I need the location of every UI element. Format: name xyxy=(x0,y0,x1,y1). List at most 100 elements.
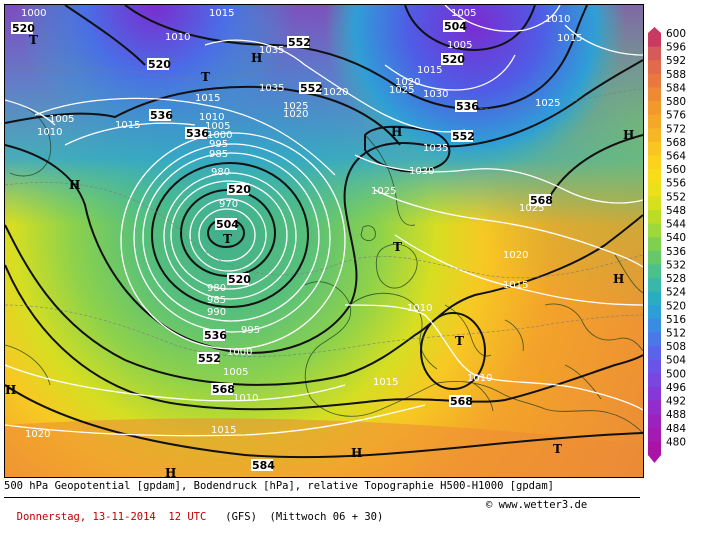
geopotential-label: 568 xyxy=(212,383,235,396)
geopotential-label: 520 xyxy=(148,58,171,71)
low-center-marker: T xyxy=(455,334,464,348)
legend-swatch xyxy=(648,128,661,143)
low-center-marker: T xyxy=(553,442,562,456)
pressure-label: 1015 xyxy=(115,120,140,131)
legend-tick-label: 600 xyxy=(666,28,686,40)
legend-swatch xyxy=(648,291,661,306)
legend-tick-label: 480 xyxy=(666,436,686,448)
pressure-label: 1010 xyxy=(199,112,224,123)
pressure-isobars xyxy=(5,5,643,437)
legend-swatch xyxy=(648,346,661,361)
pressure-label: 1020 xyxy=(25,429,50,440)
pressure-label: 985 xyxy=(207,295,226,306)
legend-swatch xyxy=(648,441,661,456)
legend-tick-label: 596 xyxy=(666,42,686,54)
legend-tick-label: 524 xyxy=(666,287,686,299)
legend-swatch xyxy=(648,427,661,442)
map-description: 500 hPa Geopotential [gpdam], Bodendruck… xyxy=(4,480,554,492)
legend-swatch xyxy=(648,60,661,75)
high-center-marker: H xyxy=(69,178,80,192)
pressure-label: 1025 xyxy=(535,98,560,109)
legend-tick-label: 560 xyxy=(666,164,686,176)
legend-tick-label: 528 xyxy=(666,273,686,285)
legend-tick-label: 532 xyxy=(666,259,686,271)
geopotential-label: 520 xyxy=(442,53,465,66)
low-center-marker: T xyxy=(223,232,232,246)
legend-swatch xyxy=(648,169,661,184)
legend-tick-label: 588 xyxy=(666,69,686,81)
pressure-label: 1015 xyxy=(557,33,582,44)
low-center-marker: T xyxy=(393,240,402,254)
geopotential-label: 568 xyxy=(450,395,473,408)
geopotential-labels: 520 520 520 520 520 552 536 536 536 536 … xyxy=(11,20,553,472)
pressure-label: 1005 xyxy=(451,8,476,19)
pressure-label: 1005 xyxy=(49,114,74,125)
legend-swatch xyxy=(648,250,661,265)
geopotential-label: 504 xyxy=(216,218,239,231)
pressure-label: 1010 xyxy=(233,393,258,404)
legend-top-arrow xyxy=(648,27,661,33)
pressure-label: 1005 xyxy=(205,121,230,132)
pressure-label: 1010 xyxy=(37,127,62,138)
forecast-date: Donnerstag, 13-11-2014 12 UTC xyxy=(16,511,207,523)
pressure-label: 1015 xyxy=(503,280,528,291)
legend-swatch xyxy=(648,278,661,293)
weather-map-canvas: T T T T T T H H H H H H H H 520 520 520 … xyxy=(5,5,643,477)
legend-tick-label: 504 xyxy=(666,355,686,367)
legend-tick-label: 512 xyxy=(666,327,686,339)
pressure-label: 1035 xyxy=(259,45,284,56)
legend-swatch xyxy=(648,223,661,238)
legend-swatch xyxy=(648,209,661,225)
geopotential-label: 552 xyxy=(452,130,475,143)
pressure-label: 1020 xyxy=(283,109,308,120)
geopotential-label: 584 xyxy=(252,459,275,472)
legend-tick-label: 488 xyxy=(666,409,686,421)
legend-swatch xyxy=(648,359,661,374)
legend-swatch xyxy=(648,264,661,279)
legend-tick-label: 520 xyxy=(666,300,686,312)
geopotential-label: 536 xyxy=(204,329,227,342)
legend-tick-label: 576 xyxy=(666,110,686,122)
geopotential-label: 552 xyxy=(198,352,221,365)
legend-swatch xyxy=(648,237,661,252)
legend-tick-label: 496 xyxy=(666,382,686,394)
high-center-marker: H xyxy=(613,272,624,286)
pressure-label: 970 xyxy=(219,199,238,210)
legend-tick-label: 552 xyxy=(666,191,686,203)
high-center-marker: H xyxy=(351,446,362,460)
coastlines xyxy=(5,99,643,434)
legend-swatch xyxy=(648,114,661,129)
legend-tick-label: 536 xyxy=(666,246,686,258)
high-center-marker: H xyxy=(5,383,16,397)
source-website: www.wetter3.de xyxy=(498,499,588,511)
geopotential-label: 520 xyxy=(12,22,35,35)
legend-swatch xyxy=(648,46,661,61)
pressure-label: 1000 xyxy=(21,8,46,19)
pressure-label: 1025 xyxy=(519,203,544,214)
legend-swatch xyxy=(648,87,661,102)
legend-swatch xyxy=(648,373,661,388)
legend-swatch xyxy=(648,101,661,116)
pressure-label: 1035 xyxy=(423,143,448,154)
legend-tick-label: 556 xyxy=(666,178,686,190)
geopotential-label: 536 xyxy=(186,127,209,140)
pressure-label: 1010 xyxy=(545,14,570,25)
legend-swatch xyxy=(648,141,661,157)
pressure-centers: T T T T T T H H H H H H H H xyxy=(5,33,634,477)
high-center-marker: H xyxy=(165,466,176,477)
pressure-label: 1030 xyxy=(409,166,434,177)
legend-tick-label: 516 xyxy=(666,314,686,326)
high-center-marker: H xyxy=(623,128,634,142)
geopotential-label: 520 xyxy=(228,273,251,286)
pressure-label: 995 xyxy=(209,139,228,150)
legend-tick-label: 572 xyxy=(666,123,686,135)
legend-swatch xyxy=(648,33,661,48)
legend-bottom-arrow xyxy=(648,455,661,463)
pressure-label: 1015 xyxy=(195,93,220,104)
pressure-label: 990 xyxy=(207,307,226,318)
legend-tick-label: 592 xyxy=(666,55,686,67)
geopotential-label: 568 xyxy=(530,194,553,207)
legend-tick-label: 564 xyxy=(666,151,686,163)
legend-swatch xyxy=(648,318,661,333)
